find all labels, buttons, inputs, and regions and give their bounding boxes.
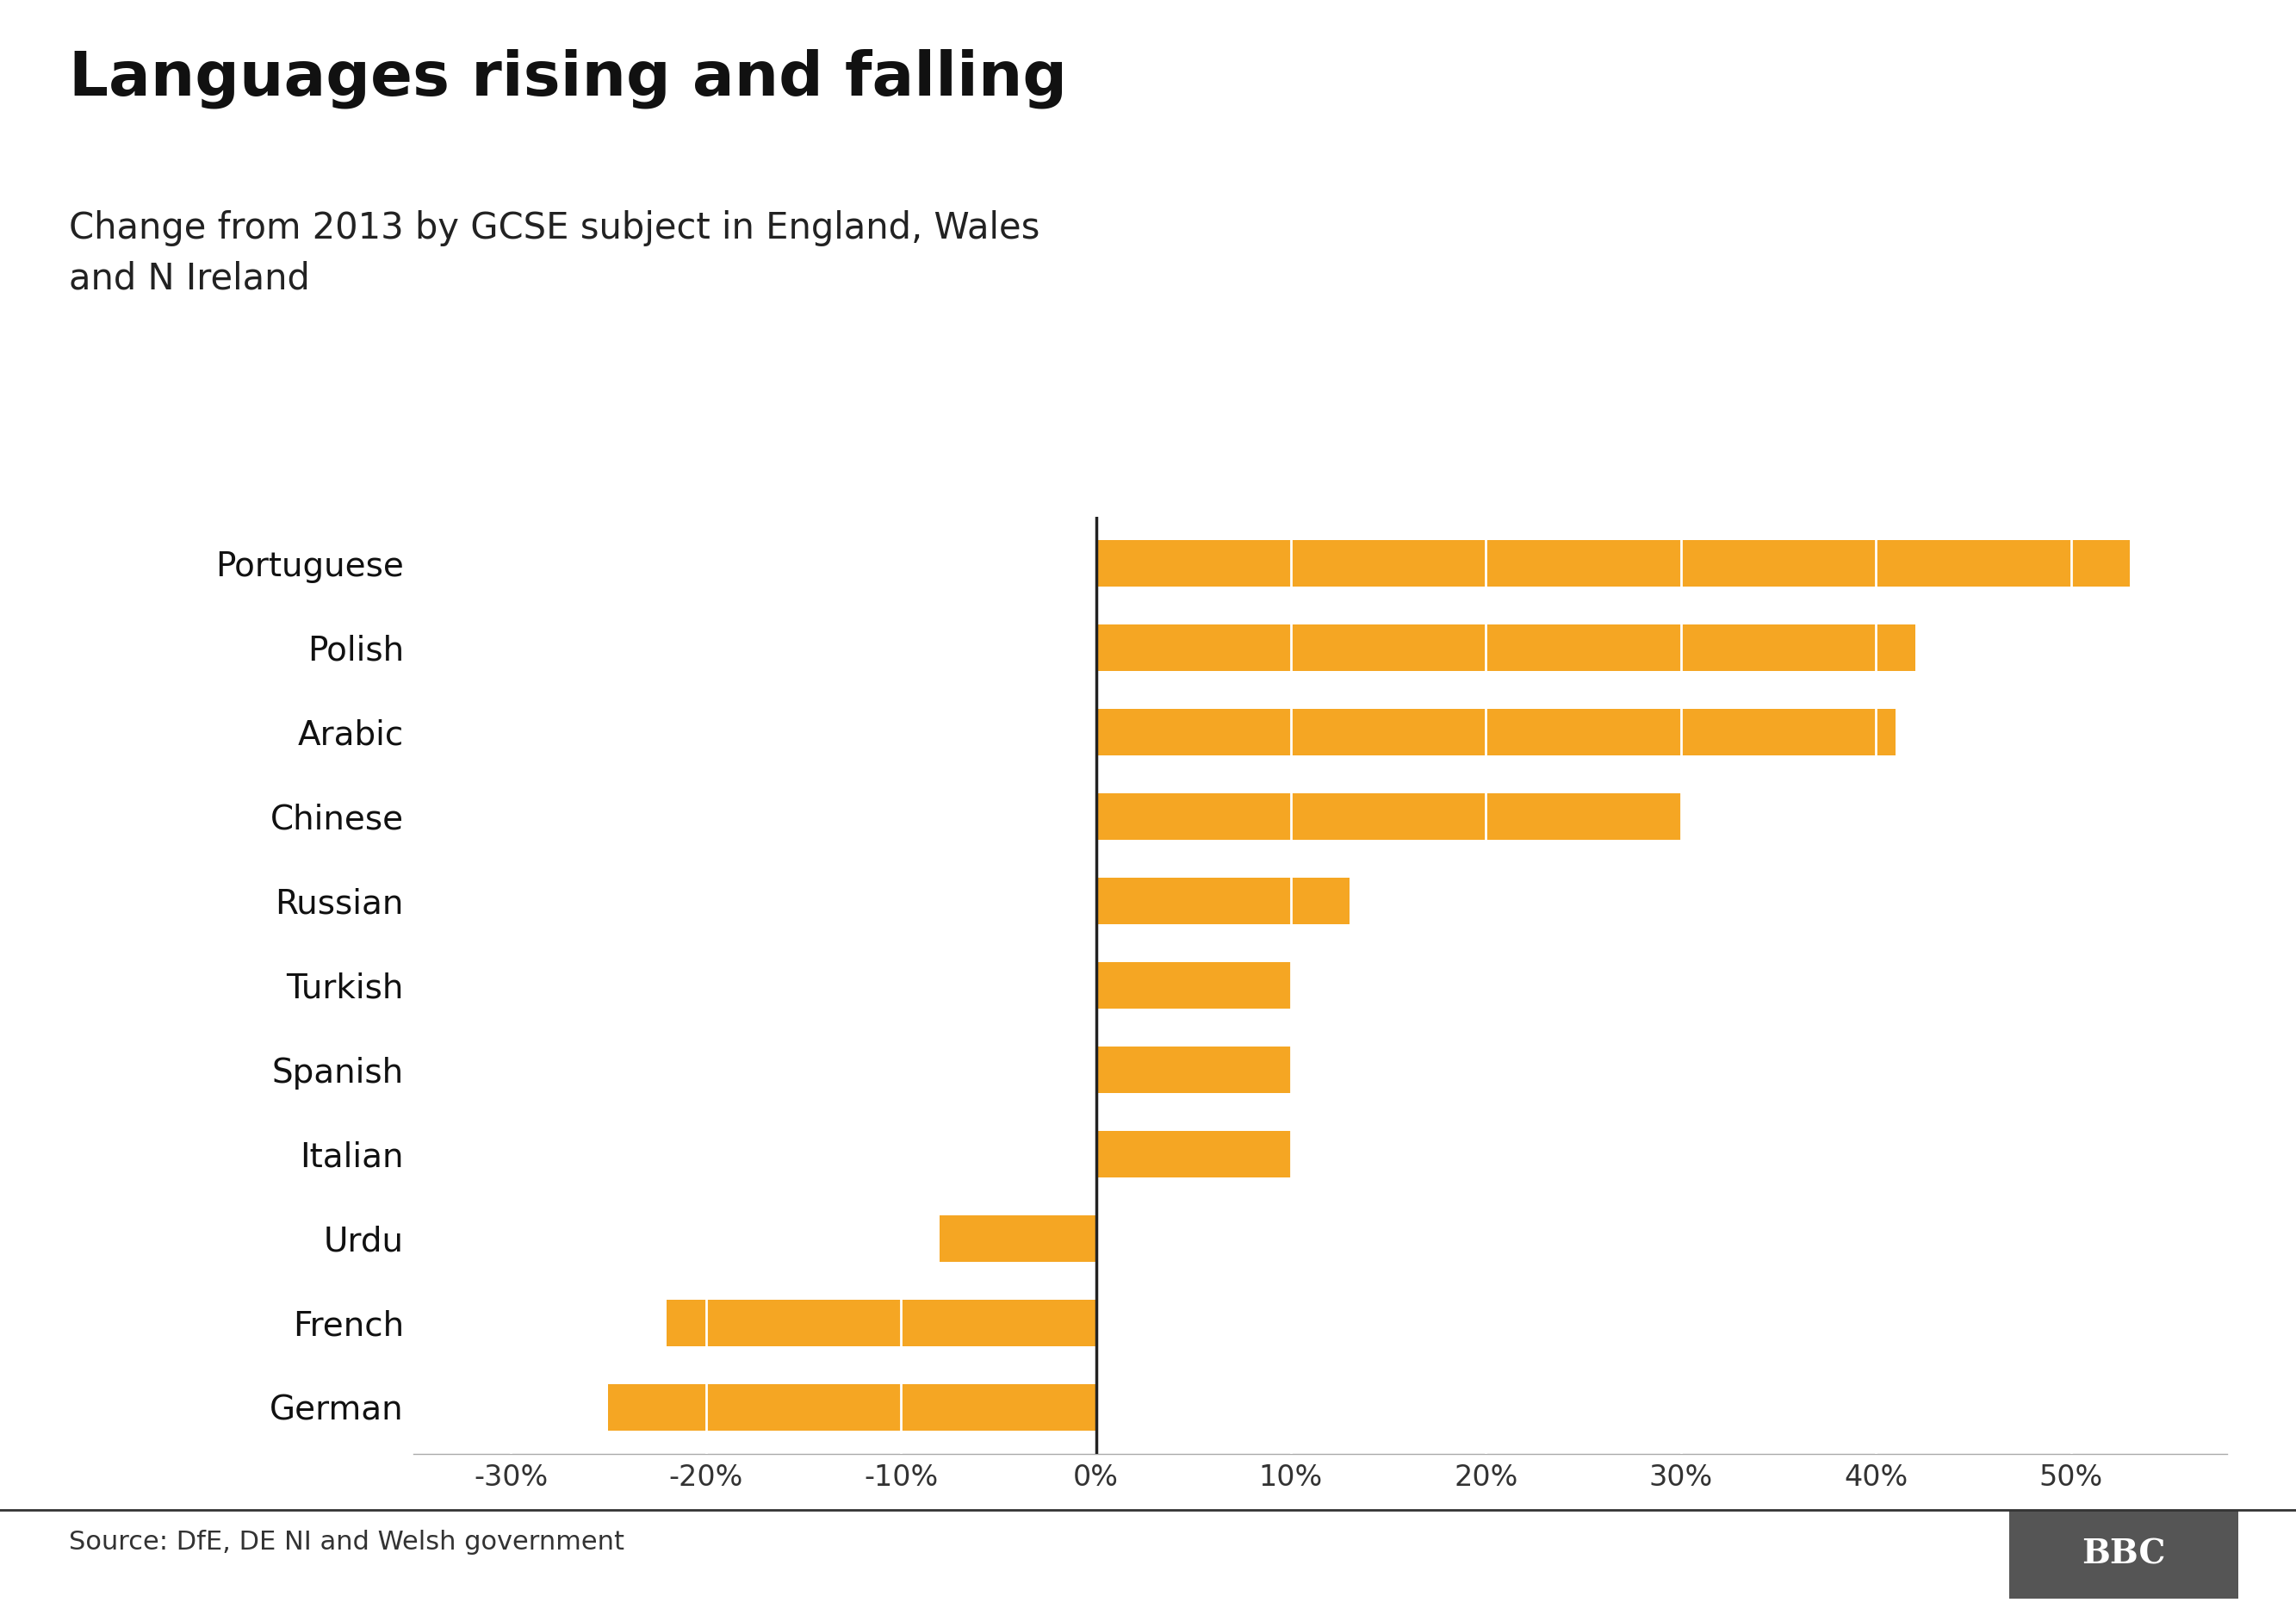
Bar [666,1300,1095,1345]
Bar [1095,709,1896,756]
Text: BBC: BBC [2082,1537,2165,1571]
Bar [608,1384,1095,1431]
Bar [1095,539,2131,586]
Bar [1095,1130,1290,1177]
Text: Source: DfE, DE NI and Welsh government: Source: DfE, DE NI and Welsh government [69,1529,625,1555]
Bar [1095,793,1681,840]
Bar [1095,877,1350,924]
Bar [939,1214,1095,1261]
Text: Change from 2013 by GCSE subject in England, Wales
and N Ireland: Change from 2013 by GCSE subject in Engl… [69,210,1040,297]
Bar [1095,625,1915,670]
Bar [1095,1047,1290,1093]
Bar [1095,963,1290,1008]
Text: Languages rising and falling: Languages rising and falling [69,48,1068,108]
